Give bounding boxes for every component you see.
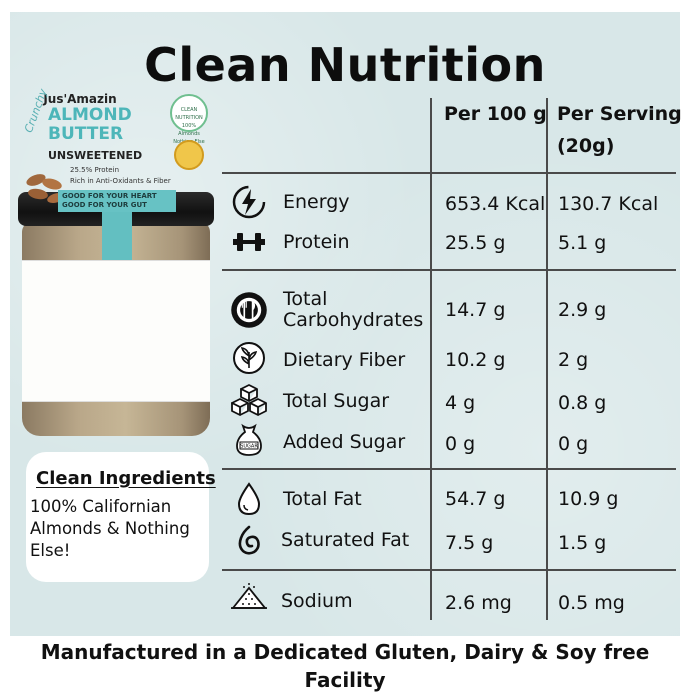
jar-claim: Rich in Anti-Oxidants & Fiber bbox=[70, 177, 171, 185]
row-value-serving-dietary-fiber: 2 g bbox=[558, 349, 589, 371]
jar-brand: Jus'Amazin bbox=[43, 92, 117, 106]
row-value-serving-saturated-fat: 1.5 g bbox=[558, 532, 607, 554]
row-value-per100-total-fat: 54.7 g bbox=[445, 488, 506, 510]
row-label-total-sugar: Total Sugar bbox=[283, 390, 390, 412]
ingredients-card bbox=[26, 452, 209, 582]
sugar-cubes-icon bbox=[231, 382, 267, 418]
footer-facility-note: Manufactured in a Dedicated Gluten, Dair… bbox=[40, 640, 650, 692]
row-value-per100-protein: 25.5 g bbox=[445, 232, 506, 254]
column-header-per-100g: Per 100 g bbox=[444, 103, 547, 125]
row-value-serving-added-sugar: 0 g bbox=[558, 433, 589, 455]
jar-benefit-gut: GOOD FOR YOUR GUT bbox=[62, 201, 147, 209]
row-label-dietary-fiber: Dietary Fiber bbox=[283, 349, 406, 371]
table-divider-horizontal bbox=[222, 172, 676, 174]
page-title: Clean Nutrition bbox=[144, 38, 546, 92]
row-label-sodium: Sodium bbox=[281, 590, 353, 612]
row-value-per100-dietary-fiber: 10.2 g bbox=[445, 349, 506, 371]
clean-nutrition-badge: CLEAN NUTRITION 100% Almonds Nothing Els… bbox=[170, 94, 208, 145]
row-value-per100-carbohydrates: 14.7 g bbox=[445, 299, 506, 321]
leaf-icon bbox=[231, 340, 267, 376]
row-label-carbohydrates-line1: Total bbox=[283, 288, 328, 310]
row-value-per100-total-sugar: 4 g bbox=[445, 392, 476, 414]
table-divider-vertical bbox=[430, 98, 432, 620]
row-label-carbohydrates-line2: Carbohydrates bbox=[283, 309, 424, 331]
row-value-serving-protein: 5.1 g bbox=[558, 232, 607, 254]
drop-icon bbox=[231, 481, 267, 517]
ingredients-text: 100% Californian Almonds & Nothing Else! bbox=[30, 497, 190, 560]
salt-pile-icon bbox=[229, 578, 269, 614]
column-header-per-serving: Per Serving bbox=[557, 103, 682, 125]
row-label-energy: Energy bbox=[283, 191, 350, 213]
table-divider-horizontal bbox=[222, 269, 676, 271]
row-value-serving-energy: 130.7 Kcal bbox=[558, 193, 659, 215]
column-header-serving-size: (20g) bbox=[557, 135, 615, 157]
jar-variant: UNSWEETENED bbox=[48, 149, 143, 162]
row-value-per100-added-sugar: 0 g bbox=[445, 433, 476, 455]
ingredients-title: Clean Ingredients bbox=[36, 468, 216, 489]
row-value-per100-saturated-fat: 7.5 g bbox=[445, 532, 494, 554]
quality-seal-icon bbox=[174, 140, 204, 170]
row-label-saturated-fat: Saturated Fat bbox=[281, 529, 410, 551]
jar-label bbox=[22, 260, 210, 402]
row-label-added-sugar: Added Sugar bbox=[283, 431, 406, 453]
row-value-serving-sodium: 0.5 mg bbox=[558, 592, 625, 614]
jar-product-line1: ALMOND bbox=[48, 105, 132, 125]
table-divider-horizontal bbox=[222, 569, 676, 571]
jar-protein: 25.5% Protein bbox=[70, 166, 119, 174]
jar-benefit-heart: GOOD FOR YOUR HEART bbox=[62, 192, 157, 200]
jar-product-line2: BUTTER bbox=[48, 124, 124, 144]
product-jar bbox=[18, 192, 214, 440]
jar-benefit-band bbox=[58, 190, 176, 212]
dumbbell-icon bbox=[231, 224, 267, 260]
lightning-bolt-icon bbox=[231, 184, 267, 220]
row-label-total-fat: Total Fat bbox=[283, 488, 362, 510]
swirl-drop-icon bbox=[231, 522, 267, 558]
row-value-per100-sodium: 2.6 mg bbox=[445, 592, 512, 614]
row-value-serving-total-sugar: 0.8 g bbox=[558, 392, 607, 414]
row-value-serving-total-fat: 10.9 g bbox=[558, 488, 619, 510]
row-value-serving-carbohydrates: 2.9 g bbox=[558, 299, 607, 321]
row-value-per100-energy: 653.4 Kcal bbox=[445, 193, 546, 215]
table-divider-horizontal bbox=[222, 468, 676, 470]
sack-label: SUGAR bbox=[240, 444, 258, 450]
row-label-protein: Protein bbox=[283, 231, 350, 253]
table-divider-vertical bbox=[546, 98, 548, 620]
plate-cutlery-icon bbox=[229, 290, 269, 330]
jar-product-name: ALMOND BUTTER bbox=[48, 106, 132, 144]
sugar-sack-icon: SUGAR bbox=[231, 422, 267, 458]
